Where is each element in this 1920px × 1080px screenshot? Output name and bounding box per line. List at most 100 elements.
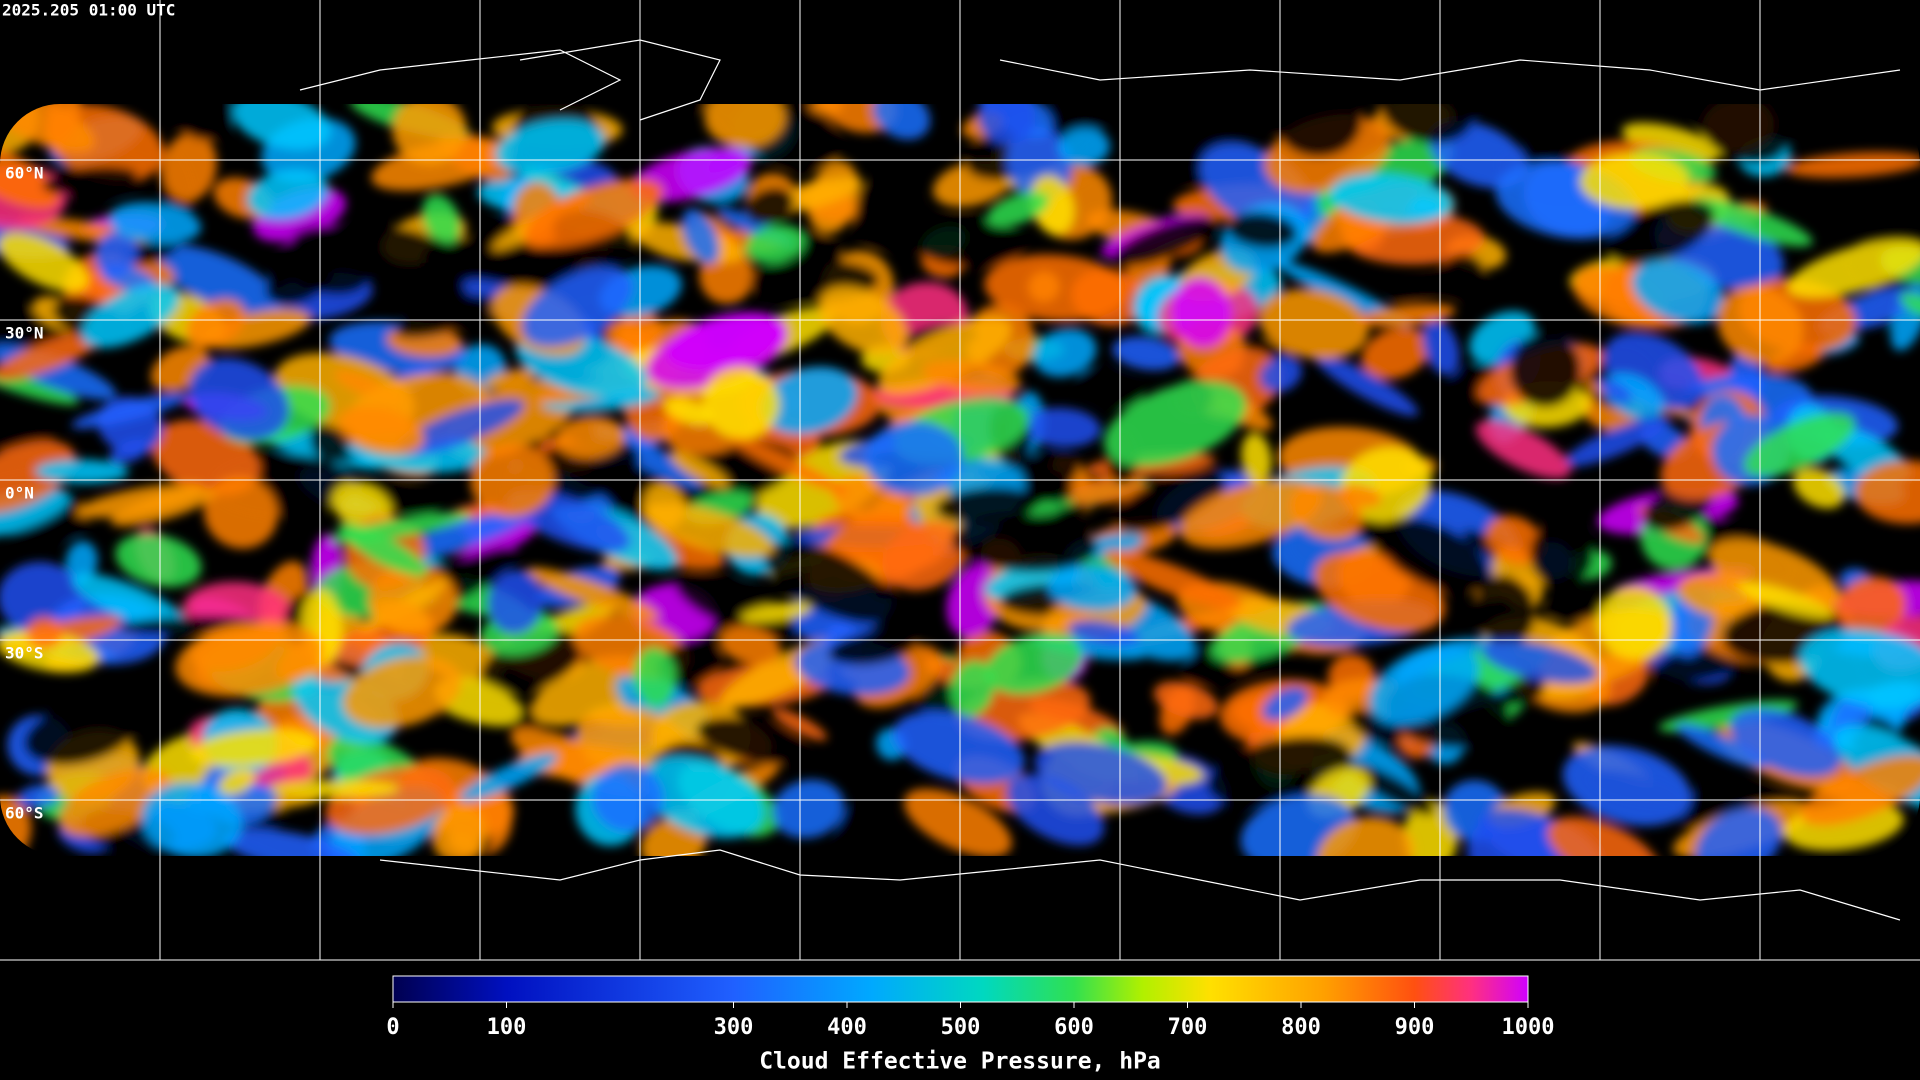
cloud-blob — [1579, 152, 1690, 209]
cloud-blob — [1486, 515, 1544, 565]
cloud-blob — [1023, 407, 1101, 448]
cloud-blob — [1729, 350, 1765, 402]
cloud-blob — [702, 367, 780, 440]
cloud-blob — [1696, 104, 1792, 165]
cloud-blob — [1596, 585, 1672, 660]
cloud-blob — [370, 597, 430, 632]
cloud-blob — [984, 254, 1128, 322]
cloud-blob — [1608, 199, 1715, 266]
cloud-blob — [864, 421, 963, 496]
colorbar-tick-label: 600 — [1054, 1015, 1094, 1040]
cloud-blob — [1349, 762, 1436, 816]
cloud-blob — [1262, 686, 1309, 721]
cloud-blob — [1478, 808, 1601, 856]
cloud-blob — [909, 216, 1023, 267]
cloud-blob — [1112, 336, 1181, 371]
cloud-blob — [892, 711, 1025, 785]
cloud-blob — [484, 368, 537, 389]
cloud-blob — [828, 630, 918, 665]
cloud-blob — [0, 440, 76, 514]
cloud-blob — [1422, 319, 1460, 376]
colorbar-tick-label: 0 — [386, 1015, 399, 1040]
cloud-blob — [1179, 479, 1323, 549]
cloud-blob — [17, 784, 59, 809]
cloud-blob — [1379, 518, 1490, 594]
cloud-blob — [1563, 416, 1670, 467]
cloud-blob — [1787, 239, 1920, 299]
cloud-blob — [872, 104, 931, 140]
cloud-blob — [1529, 520, 1594, 588]
cloud-blob — [1030, 175, 1075, 235]
cloud-blob — [81, 283, 181, 348]
coastline — [299, 39, 1901, 921]
colorbar-tick-label: 500 — [941, 1015, 981, 1040]
graticule — [0, 0, 1920, 960]
cloud-blob — [761, 366, 858, 435]
cloud-blob — [188, 358, 290, 441]
cloud-blob — [190, 728, 319, 767]
cloud-blob — [1068, 620, 1140, 646]
colorbar-tick-label: 100 — [487, 1015, 527, 1040]
cloud-blob — [0, 361, 79, 405]
cloud-blob — [0, 145, 60, 210]
cloud-blob — [1801, 754, 1920, 827]
cloud-blob — [521, 266, 634, 347]
cloud-blob — [1744, 412, 1856, 477]
cloud-blob — [606, 319, 649, 357]
cloud-blob — [395, 294, 495, 338]
timestamp: 2025.205 01:00 UTC — [2, 1, 175, 20]
cloud-blob — [1034, 741, 1168, 806]
cloud-blob — [1854, 460, 1920, 524]
cloud-blob — [772, 779, 845, 839]
cloud-blob — [1274, 104, 1363, 158]
latitude-label: 60°S — [5, 804, 44, 823]
cloud-blob — [523, 178, 664, 248]
cloud-blob — [65, 540, 98, 583]
coastlines — [299, 39, 1901, 921]
cloud-blob — [1103, 381, 1247, 467]
cloud-blob — [422, 194, 461, 245]
cloud-blob — [399, 509, 532, 559]
cloud-blob — [1078, 370, 1144, 408]
cloud-blob — [1621, 122, 1722, 162]
cloud-blob — [1676, 723, 1767, 769]
cloud-blob — [364, 225, 490, 292]
cloud-blob — [75, 483, 205, 518]
colorbar-tick-label: 700 — [1168, 1015, 1208, 1040]
cloud-blob — [108, 201, 202, 244]
cloud-blob — [1597, 379, 1632, 403]
colorbar-tick-label: 1000 — [1502, 1015, 1555, 1040]
cloud-blob — [1358, 303, 1456, 328]
cloud-blob — [704, 104, 786, 148]
cloud-blob — [1329, 173, 1454, 224]
cloud-blob — [1900, 292, 1920, 317]
latitude-label: 30°S — [5, 644, 44, 663]
cloud-blob — [1153, 681, 1218, 720]
cloud-blob — [222, 828, 360, 856]
cloud-blob — [1481, 640, 1598, 684]
latitude-labels: 60°N 30°N 0°N 30°S 60°S — [5, 164, 44, 823]
cloud-blob — [1111, 216, 1218, 267]
cloud-blob — [950, 660, 995, 717]
cloud-blob — [669, 451, 730, 489]
cloud-blob — [337, 405, 425, 456]
colorbar — [392, 975, 1529, 1003]
cloud-blob — [342, 656, 462, 729]
cloud-blob — [744, 224, 806, 265]
colorbar-title: Cloud Effective Pressure, hPa — [759, 1049, 1161, 1075]
cloud-blob — [1315, 354, 1419, 416]
cloud-blob — [877, 317, 1013, 395]
cloud-blob — [985, 633, 1084, 695]
cloud-blob — [185, 298, 246, 349]
cloud-blob — [1058, 127, 1110, 166]
cloud-blob — [977, 104, 1036, 145]
cloud-blob — [190, 622, 279, 672]
cloud-blob — [740, 602, 812, 623]
cloud-blob — [0, 232, 89, 292]
cloud-blob — [682, 208, 720, 265]
cloud-blob — [42, 166, 138, 195]
cloud-blob — [0, 329, 106, 381]
cloud-blob — [1048, 565, 1138, 612]
colorbar-tick-label: 900 — [1395, 1015, 1435, 1040]
cloud-blob — [643, 502, 775, 558]
